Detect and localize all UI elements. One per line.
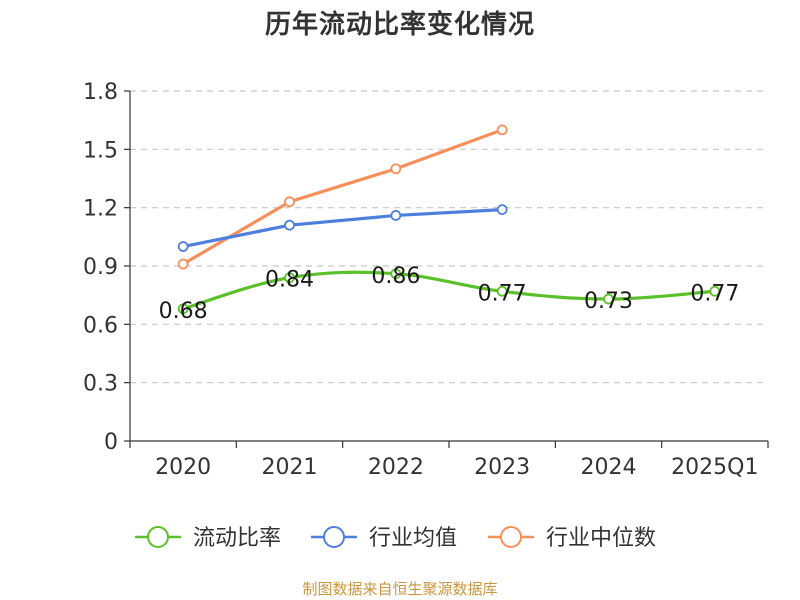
legend-label: 流动比率 <box>193 526 281 551</box>
y-tick-label: 1.5 <box>83 138 118 163</box>
data-label: 0.86 <box>371 264 420 289</box>
data-point[interactable] <box>177 258 189 270</box>
series-1 <box>177 204 508 252</box>
data-point[interactable] <box>603 293 614 305</box>
series-line <box>181 270 717 311</box>
y-tick-label: 1.2 <box>83 197 118 222</box>
series-lines <box>177 124 721 315</box>
data-point[interactable] <box>496 204 508 216</box>
data-label: 0.84 <box>265 268 314 293</box>
x-tick-label: 2024 <box>581 455 637 480</box>
data-point[interactable] <box>284 272 295 284</box>
data-point[interactable] <box>284 196 295 208</box>
x-tick-label: 2025Q1 <box>671 455 758 480</box>
legend-item-2[interactable]: 行业中位数 <box>488 526 656 551</box>
legend-marker <box>147 526 169 548</box>
data-point[interactable] <box>390 210 402 221</box>
series-line <box>181 128 504 266</box>
y-tick-label: 0.3 <box>83 372 118 397</box>
series-0 <box>177 268 721 315</box>
data-label: 0.73 <box>584 289 633 314</box>
data-point[interactable] <box>496 124 508 136</box>
source-note: 制图数据来自恒生聚源数据库 <box>302 580 498 598</box>
data-point[interactable] <box>709 285 721 297</box>
x-tick-label: 2022 <box>368 455 424 480</box>
legend-marker <box>500 526 522 548</box>
data-label: 0.77 <box>690 281 739 306</box>
y-tick-label: 0 <box>104 430 118 455</box>
x-tick-label: 2021 <box>262 455 318 480</box>
y-tick-label: 0.6 <box>83 313 118 338</box>
legend-label: 行业均值 <box>369 526 457 551</box>
data-label: 0.77 <box>478 281 527 306</box>
x-tick-label: 2020 <box>155 455 211 480</box>
data-point[interactable] <box>496 285 508 297</box>
x-tick-label: 2023 <box>474 455 530 480</box>
series-2 <box>177 124 508 270</box>
data-point[interactable] <box>284 219 295 231</box>
legend[interactable]: 流动比率 行业均值 行业中位数 <box>135 526 656 551</box>
legend-item-0[interactable]: 流动比率 <box>135 526 281 551</box>
legend-item-1[interactable]: 行业均值 <box>311 526 457 551</box>
chart-title: 历年流动比率变化情况 <box>264 10 535 40</box>
axes: 0 0.3 0.6 0.9 1.2 1.5 1.8 2020 2021 2022 2023 2024 2… <box>83 80 769 480</box>
y-tick-label: 0.9 <box>83 255 118 280</box>
legend-label: 行业中位数 <box>546 526 656 551</box>
data-point[interactable] <box>390 163 402 175</box>
data-labels: 0.68 0.84 0.86 0.77 0.73 0.77 <box>159 264 740 324</box>
data-label: 0.68 <box>159 299 208 324</box>
data-point[interactable] <box>177 303 189 315</box>
data-point[interactable] <box>177 241 189 252</box>
y-tick-label: 1.8 <box>83 80 118 105</box>
series-line <box>181 208 504 249</box>
legend-marker <box>323 526 345 548</box>
data-point[interactable] <box>390 268 402 280</box>
